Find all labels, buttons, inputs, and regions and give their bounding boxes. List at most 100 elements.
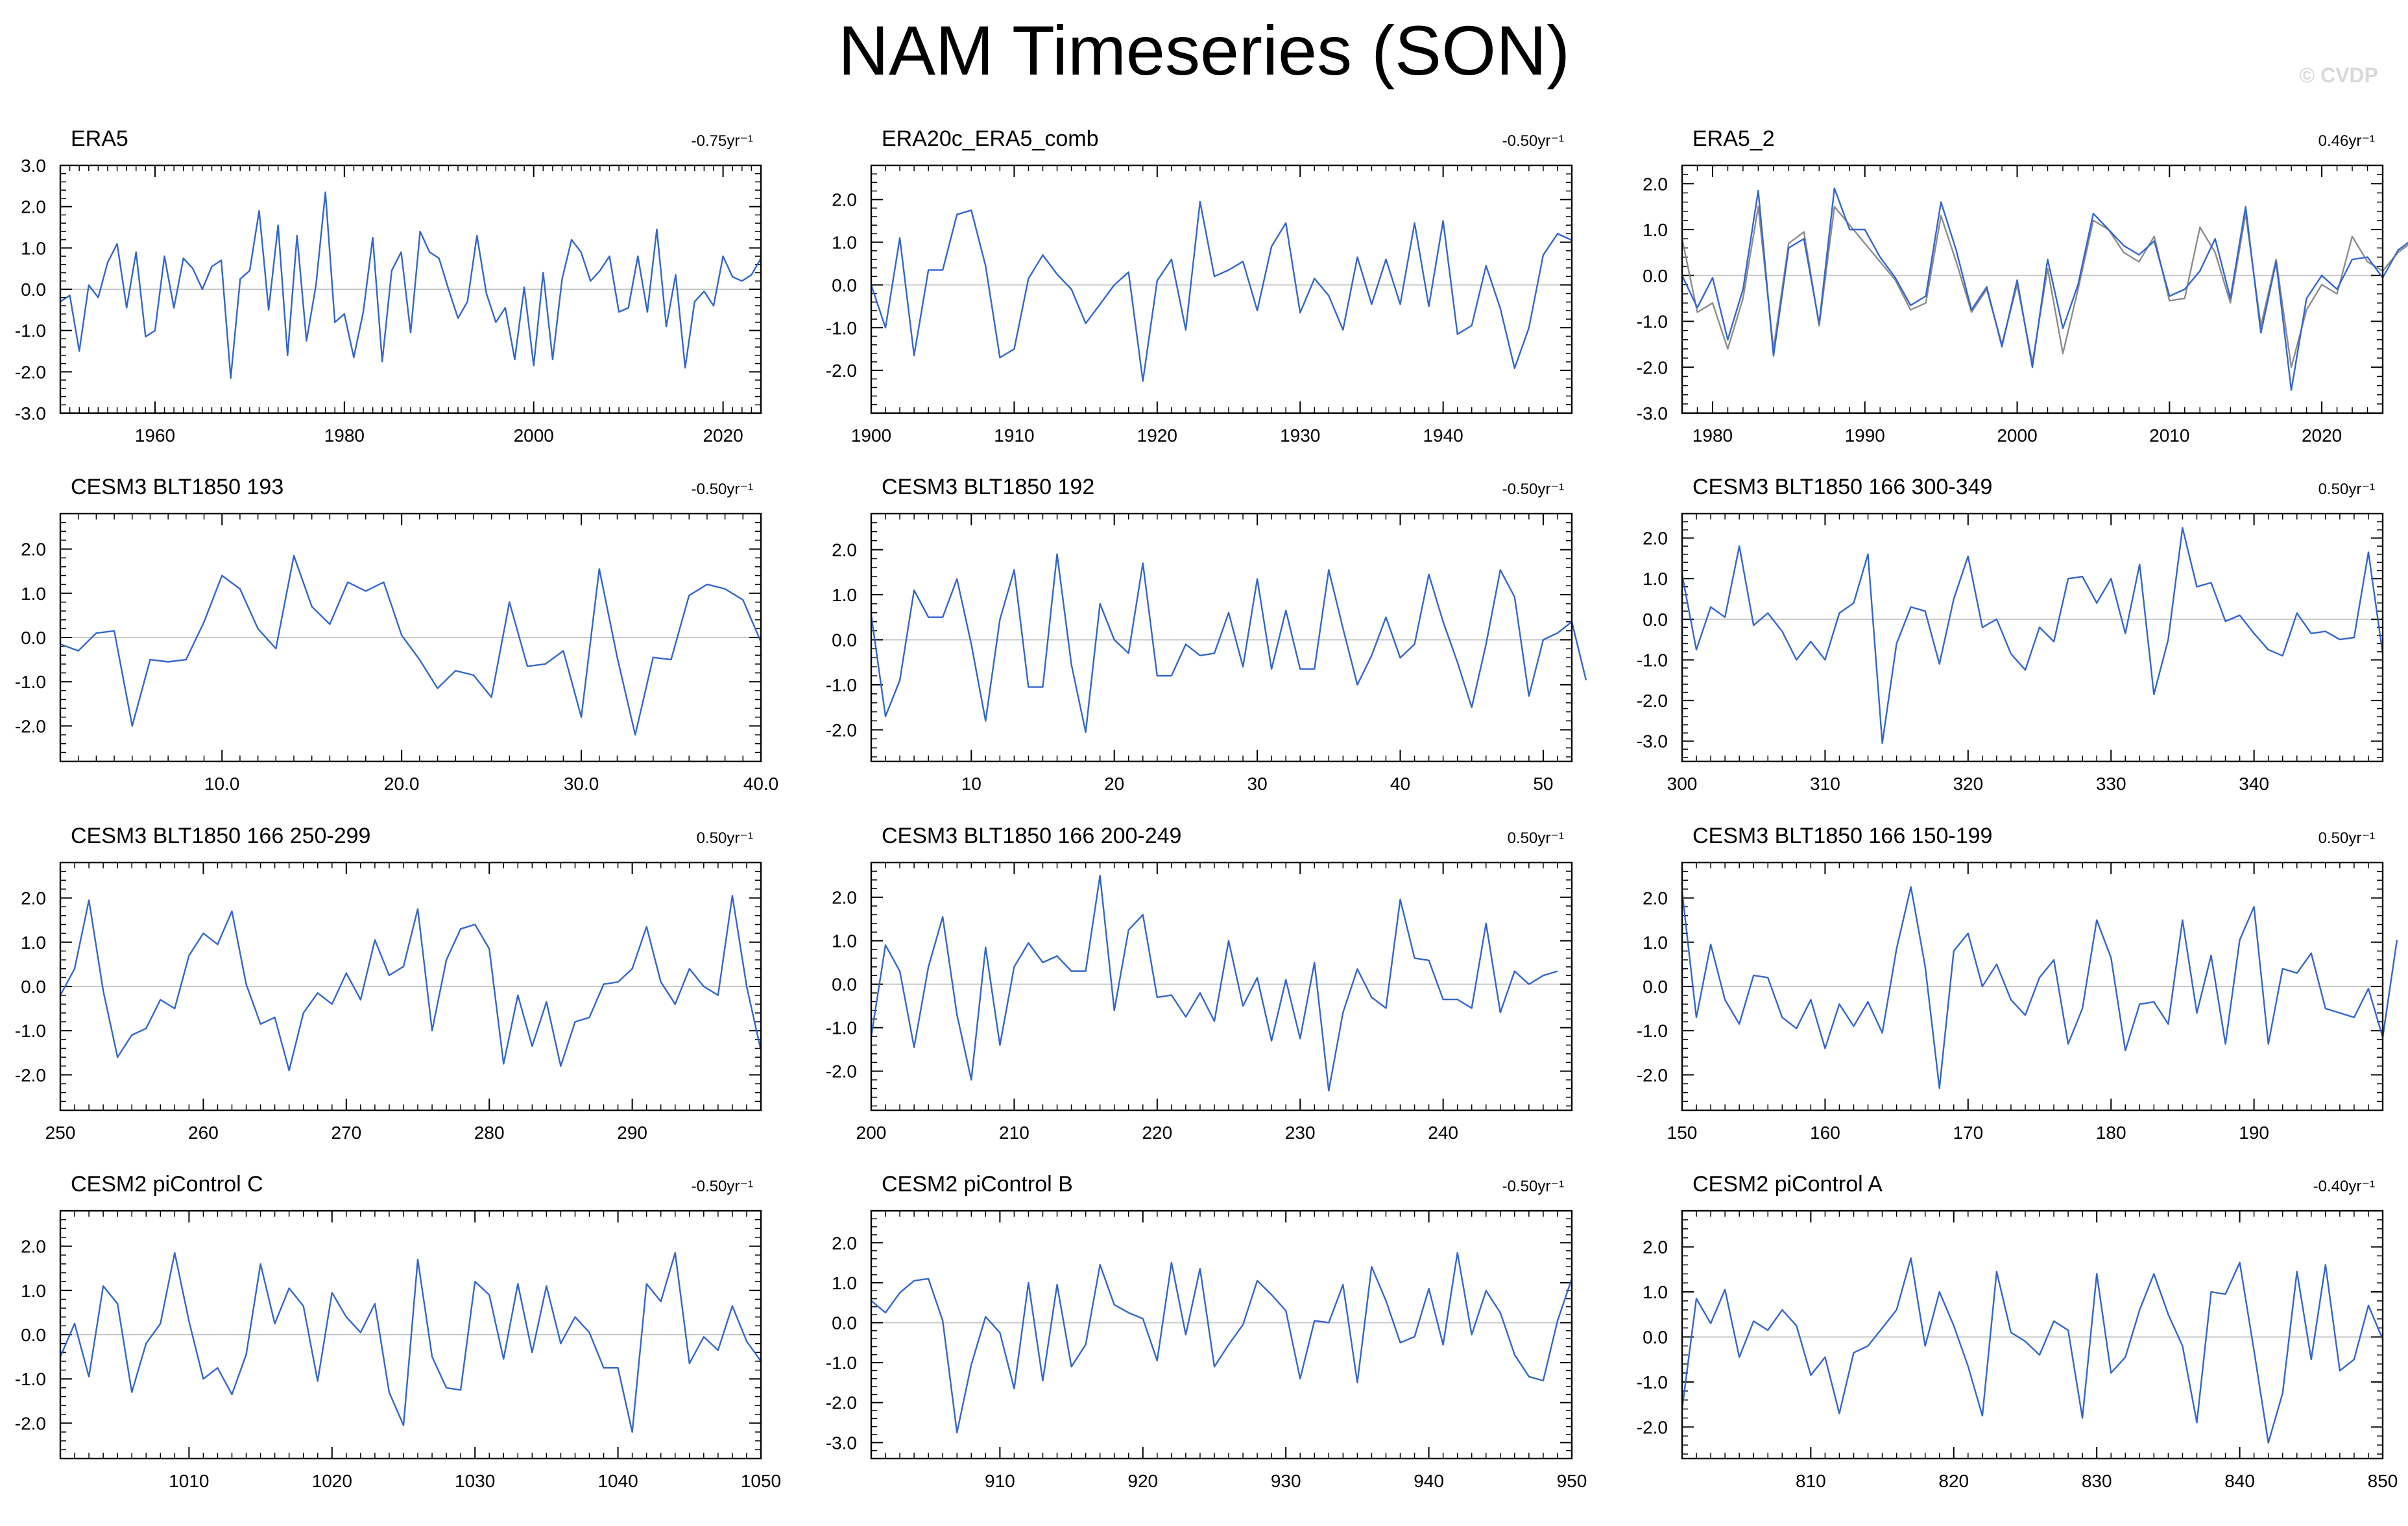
- y-tick-label: 1.0: [1643, 569, 1668, 589]
- x-tick-label: 30.0: [564, 774, 599, 794]
- x-tick-label: 250: [45, 1123, 76, 1143]
- panel-title: ERA5_2: [1692, 126, 1775, 151]
- x-tick-label: 20.0: [384, 774, 420, 794]
- y-tick-label: 1.0: [832, 931, 857, 951]
- y-tick-label: -1.0: [15, 1021, 46, 1041]
- plot-frame: [870, 164, 1573, 414]
- y-tick-label: -2.0: [1637, 691, 1668, 711]
- y-tick-label: -2.0: [15, 362, 46, 382]
- x-tick-label: 340: [2239, 774, 2269, 794]
- y-tick-label: -2.0: [826, 361, 857, 381]
- panel-trend: -0.50yr⁻¹: [1502, 1178, 1564, 1195]
- x-tick-label: 320: [1953, 774, 1983, 794]
- x-tick-label: 1040: [597, 1471, 638, 1491]
- x-tick-label: 1980: [324, 425, 365, 446]
- x-tick-label: 850: [2368, 1471, 2398, 1491]
- y-tick-label: -2.0: [15, 716, 46, 736]
- series-line: [1681, 527, 2384, 745]
- plot-frame: [1681, 164, 2384, 414]
- y-tick-label: 2.0: [21, 1237, 46, 1257]
- panel-trend: -0.50yr⁻¹: [692, 481, 753, 498]
- x-tick-label: 830: [2082, 1471, 2112, 1491]
- series-line: [1681, 886, 2398, 1090]
- y-tick-label: -1.0: [826, 1018, 857, 1038]
- panel-trend: -0.40yr⁻¹: [2313, 1178, 2375, 1195]
- y-tick-label: 0.0: [21, 628, 46, 648]
- x-tick-label: 1900: [851, 425, 891, 446]
- series-line: [60, 554, 762, 736]
- y-tick-label: -3.0: [15, 403, 46, 423]
- x-tick-label: 200: [856, 1123, 887, 1143]
- y-tick-label: 1.0: [21, 238, 46, 258]
- panel-4: CESM3 BLT1850 193 -0.50yr⁻¹ 10.0 20.0 30.0 40…: [15, 475, 779, 794]
- x-tick-label: 290: [617, 1123, 647, 1143]
- y-tick-label: 0.0: [21, 280, 46, 300]
- panel-7: CESM3 BLT1850 166 250-299 0.50yr⁻¹ 250 260 2…: [15, 824, 762, 1143]
- y-tick-label: -1.0: [15, 1369, 46, 1389]
- y-tick-label: -2.0: [826, 1062, 857, 1082]
- x-tick-label: 820: [1938, 1471, 1969, 1491]
- y-tick-label: 0.0: [1643, 1327, 1668, 1347]
- x-tick-label: 1020: [312, 1471, 352, 1491]
- x-tick-label: 30: [1247, 774, 1268, 794]
- y-tick-label: 1.0: [21, 584, 46, 604]
- y-tick-label: 1.0: [21, 933, 46, 953]
- y-tick-label: 2.0: [1643, 888, 1668, 909]
- panel-title: CESM2 piControl C: [71, 1172, 263, 1197]
- x-tick-label: 910: [985, 1471, 1015, 1491]
- series-line: [1681, 206, 2408, 368]
- y-tick-label: 0.0: [1643, 977, 1668, 997]
- x-tick-label: 50: [1533, 774, 1553, 794]
- panel-12: CESM2 piControl A -0.40yr⁻¹ 810 820 830 840 85…: [1637, 1172, 2398, 1491]
- y-tick-label: 2.0: [21, 888, 46, 909]
- y-tick-label: 1.0: [832, 585, 857, 605]
- y-tick-label: -1.0: [15, 321, 46, 341]
- x-tick-label: 220: [1142, 1123, 1172, 1143]
- x-tick-label: 170: [1953, 1123, 1983, 1143]
- y-tick-label: 0.0: [1643, 266, 1668, 286]
- x-tick-label: 1990: [1845, 425, 1885, 446]
- x-tick-label: 810: [1796, 1471, 1826, 1491]
- y-tick-label: -2.0: [15, 1065, 46, 1085]
- y-tick-label: 0.0: [1643, 610, 1668, 630]
- y-tick-label: 0.0: [832, 1313, 857, 1333]
- y-tick-label: -1.0: [15, 672, 46, 692]
- y-tick-label: -1.0: [826, 675, 857, 695]
- panel-11: CESM2 piControl B -0.50yr⁻¹ 910 920 930 940 95…: [826, 1172, 1587, 1491]
- x-tick-label: 1980: [1692, 425, 1733, 446]
- x-tick-label: 1960: [135, 425, 175, 446]
- panel-2: ERA20c_ERA5_comb -0.50yr⁻¹ 1900 1910 1920 193…: [826, 126, 1573, 446]
- x-tick-label: 1910: [994, 425, 1034, 446]
- x-tick-label: 940: [1414, 1471, 1444, 1491]
- x-tick-label: 2000: [1997, 425, 2037, 446]
- y-tick-label: -1.0: [1637, 1021, 1668, 1041]
- y-tick-label: 2.0: [1643, 174, 1668, 194]
- y-tick-label: -1.0: [1637, 650, 1668, 670]
- y-tick-label: -1.0: [1637, 1372, 1668, 1392]
- x-tick-label: 2020: [2302, 425, 2342, 446]
- y-tick-label: -1.0: [1637, 312, 1668, 332]
- plot-frame: [1681, 1210, 2384, 1460]
- x-tick-label: 1920: [1137, 425, 1177, 446]
- x-tick-label: 190: [2239, 1123, 2269, 1143]
- series-line: [1681, 1257, 2384, 1444]
- panel-9: CESM3 BLT1850 166 150-199 0.50yr⁻¹ 150 160 1…: [1637, 824, 2398, 1143]
- x-tick-label: 330: [2096, 774, 2126, 794]
- series-line: [870, 874, 1558, 1092]
- x-tick-label: 240: [1428, 1123, 1458, 1143]
- panel-title: CESM3 BLT1850 166 300-349: [1692, 475, 1992, 499]
- panel-trend: -0.50yr⁻¹: [1502, 132, 1564, 150]
- y-tick-label: 2.0: [832, 190, 857, 210]
- plot-frame: [59, 861, 762, 1112]
- x-tick-label: 40: [1390, 774, 1410, 794]
- y-tick-label: -2.0: [15, 1413, 46, 1433]
- cvdp-watermark: © CVDP: [2299, 64, 2378, 87]
- x-tick-label: 230: [1285, 1123, 1316, 1143]
- plot-frame: [59, 512, 762, 763]
- y-tick-label: -2.0: [826, 1393, 857, 1413]
- y-tick-label: 1.0: [1643, 933, 1668, 953]
- plot-frame: [870, 1210, 1573, 1460]
- y-tick-label: -1.0: [826, 318, 857, 338]
